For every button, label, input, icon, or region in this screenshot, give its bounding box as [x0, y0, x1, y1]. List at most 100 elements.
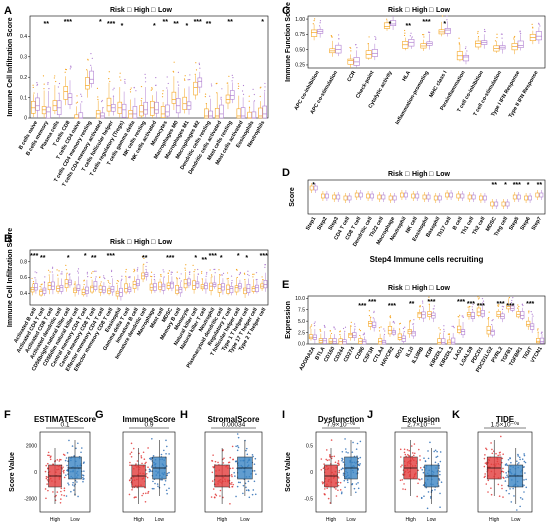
- outlier-low: [178, 277, 181, 279]
- outlier-low: [433, 308, 435, 310]
- point-high: [46, 479, 49, 481]
- outlier-high: [252, 273, 254, 275]
- outlier-high: [108, 281, 110, 283]
- point-low: [517, 453, 519, 456]
- outlier-high: [478, 297, 480, 299]
- box-low: [34, 283, 38, 291]
- outlier-low: [323, 324, 325, 327]
- outlier-high: [151, 88, 153, 90]
- box-low: [35, 97, 40, 111]
- point-high: [62, 466, 64, 469]
- point-low: [235, 495, 237, 498]
- outlier-low: [153, 278, 155, 281]
- outlier-low: [144, 73, 146, 75]
- box-low: [76, 284, 81, 291]
- outlier-high: [429, 299, 431, 301]
- outlier-high: [65, 269, 68, 271]
- point-high: [325, 449, 328, 451]
- box-low: [528, 195, 532, 201]
- panel-I-ytick-label: -0.5: [304, 497, 313, 503]
- outlier-low: [541, 331, 543, 333]
- outlier-high: [368, 36, 370, 38]
- outlier-low: [410, 32, 412, 34]
- box-high: [383, 22, 391, 29]
- outlier-low: [58, 82, 61, 85]
- box-high: [411, 193, 416, 199]
- outlier-low: [163, 276, 165, 278]
- point-low: [236, 485, 239, 488]
- outlier-low: [90, 53, 92, 55]
- outlier-high: [83, 279, 85, 281]
- outlier-low: [231, 74, 233, 76]
- outlier-high: [438, 327, 440, 329]
- box-high: [347, 58, 354, 65]
- box-low: [415, 193, 420, 199]
- panel-B-sig: *: [84, 253, 87, 260]
- outlier-high: [329, 330, 331, 332]
- point-high: [338, 469, 341, 472]
- outlier-high: [47, 269, 50, 271]
- point-high: [232, 467, 234, 470]
- box-low: [170, 281, 174, 289]
- outlier-low: [221, 88, 223, 90]
- outlier-low: [210, 83, 212, 85]
- outlier-low: [77, 270, 79, 272]
- point-low: [505, 476, 507, 479]
- outlier-high: [86, 69, 88, 71]
- outlier-high: [477, 32, 479, 34]
- point-low: [422, 471, 425, 474]
- outlier-low: [103, 276, 105, 279]
- outlier-high: [378, 330, 381, 332]
- panel-label-j: J: [367, 409, 373, 421]
- point-high: [141, 494, 143, 497]
- outlier-low: [112, 95, 115, 97]
- outlier-high: [64, 71, 66, 73]
- point-low: [434, 449, 437, 452]
- outlier-high: [368, 310, 370, 312]
- point-low: [160, 453, 163, 456]
- outlier-low: [443, 330, 445, 332]
- point-high: [55, 494, 57, 497]
- panel-C-sig: *: [389, 21, 392, 28]
- point-high: [60, 487, 63, 490]
- panel-H-title: StromalScore: [207, 415, 260, 424]
- point-high: [327, 497, 330, 500]
- point-low: [359, 440, 362, 443]
- outlier-high: [184, 267, 186, 269]
- box-low: [219, 104, 224, 119]
- panel-D-sig: **: [491, 182, 497, 189]
- outlier-high: [184, 75, 186, 77]
- outlier-high: [358, 328, 361, 330]
- panel-K-xtick: High: [489, 517, 500, 523]
- outlier-high: [409, 320, 411, 322]
- point-low: [82, 476, 84, 479]
- outlier-low: [231, 279, 233, 282]
- point-low: [433, 450, 435, 453]
- box-high: [368, 321, 373, 327]
- box-low: [480, 310, 485, 317]
- outlier-low: [110, 270, 113, 273]
- point-high: [211, 471, 214, 474]
- panel-B-sig: *: [245, 255, 248, 262]
- outlier-high: [42, 75, 45, 77]
- outlier-high: [134, 269, 136, 272]
- outlier-low: [81, 101, 83, 103]
- outlier-low: [197, 273, 199, 275]
- outlier-high: [419, 305, 421, 307]
- point-high: [230, 483, 232, 486]
- box-low: [408, 39, 415, 47]
- panel-I-pvalue: 7.9×10⁻⁰⁸: [327, 421, 356, 429]
- outlier-low: [80, 93, 82, 95]
- panel-I-xtick: Low: [346, 517, 356, 523]
- box-low: [100, 112, 105, 119]
- outlier-low: [502, 306, 505, 308]
- outlier-low: [484, 30, 486, 33]
- panel-A-sig: **: [227, 19, 233, 26]
- outlier-high: [87, 59, 89, 61]
- panel-J-xtick: High: [405, 517, 416, 523]
- point-low: [423, 457, 425, 459]
- point-low: [81, 474, 84, 476]
- box-high: [501, 201, 506, 207]
- box-high: [512, 194, 517, 200]
- outlier-high: [428, 296, 430, 298]
